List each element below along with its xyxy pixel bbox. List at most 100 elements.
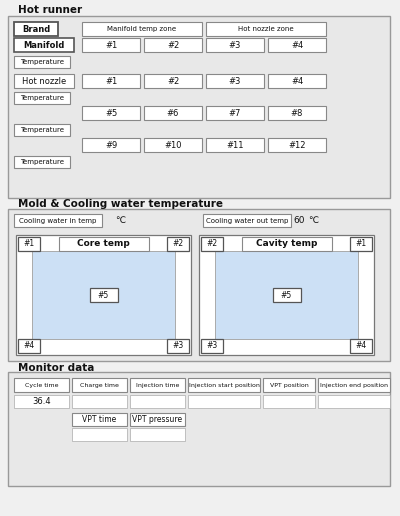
Bar (206, 38, 264, 52)
Text: #12: #12 (288, 140, 306, 150)
Text: VPT pressure: VPT pressure (132, 415, 182, 424)
Bar (72, 413, 127, 426)
Bar (72, 428, 127, 441)
Bar (199, 235, 374, 355)
Bar (263, 378, 315, 392)
Bar (268, 138, 326, 152)
Text: #4: #4 (291, 76, 303, 86)
Bar (14, 378, 69, 392)
Text: #2: #2 (172, 239, 184, 249)
Text: #5: #5 (281, 291, 292, 299)
Text: Cycle time: Cycle time (25, 382, 58, 388)
Text: #5: #5 (105, 108, 117, 118)
Text: #2: #2 (167, 76, 179, 86)
Text: Manifold temp zone: Manifold temp zone (108, 26, 176, 32)
Text: Hot nozzle zone: Hot nozzle zone (238, 26, 294, 32)
Bar (14, 22, 58, 36)
Bar (18, 237, 40, 251)
Bar (14, 74, 74, 88)
Bar (188, 378, 260, 392)
Text: Temperature: Temperature (20, 95, 64, 101)
Text: Hot nozzle: Hot nozzle (22, 76, 66, 86)
Bar (14, 56, 70, 68)
Text: #9: #9 (105, 140, 117, 150)
Text: Hot runner: Hot runner (18, 5, 82, 15)
Bar (14, 124, 70, 136)
Bar (350, 237, 372, 251)
Text: #1: #1 (24, 239, 34, 249)
Bar (318, 395, 390, 408)
Bar (82, 106, 140, 120)
Bar (32, 251, 175, 339)
Text: Brand: Brand (22, 24, 50, 34)
Text: Cavity temp: Cavity temp (256, 239, 317, 249)
Text: #1: #1 (105, 76, 117, 86)
Text: Cooling water out temp: Cooling water out temp (206, 218, 288, 223)
Text: VPT time: VPT time (82, 415, 117, 424)
Text: Cooling water in temp: Cooling water in temp (19, 218, 97, 223)
Text: #1: #1 (105, 40, 117, 50)
Bar (268, 38, 326, 52)
Bar (58, 237, 148, 251)
Bar (82, 38, 140, 52)
Bar (144, 74, 202, 88)
Text: 60: 60 (293, 216, 305, 225)
Text: VPT position: VPT position (270, 382, 308, 388)
Bar (206, 138, 264, 152)
Text: ℃: ℃ (115, 216, 125, 225)
Text: #2: #2 (206, 239, 218, 249)
Text: #7: #7 (229, 108, 241, 118)
Bar (201, 237, 223, 251)
Text: #2: #2 (167, 40, 179, 50)
Text: Core temp: Core temp (77, 239, 130, 249)
Bar (206, 22, 326, 36)
Text: Injection end position: Injection end position (320, 382, 388, 388)
Text: Temperature: Temperature (20, 127, 64, 133)
Bar (272, 288, 300, 302)
Bar (8, 372, 390, 486)
Text: Charge time: Charge time (80, 382, 119, 388)
Bar (350, 339, 372, 353)
Bar (144, 106, 202, 120)
Text: Mold & Cooling water temperature: Mold & Cooling water temperature (18, 199, 223, 209)
Bar (203, 214, 291, 227)
Text: Temperature: Temperature (20, 159, 64, 165)
Bar (82, 138, 140, 152)
Text: #1: #1 (356, 239, 366, 249)
Bar (130, 378, 185, 392)
Text: Injection time: Injection time (136, 382, 179, 388)
Bar (215, 251, 358, 339)
Bar (263, 395, 315, 408)
Bar (16, 235, 191, 355)
Bar (72, 395, 127, 408)
Text: Injection start position: Injection start position (188, 382, 260, 388)
Bar (8, 16, 390, 198)
Text: #8: #8 (291, 108, 303, 118)
Bar (14, 395, 69, 408)
Text: #4: #4 (291, 40, 303, 50)
Bar (268, 106, 326, 120)
Bar (318, 378, 390, 392)
Bar (130, 428, 185, 441)
Bar (130, 395, 185, 408)
Text: ℃: ℃ (308, 216, 318, 225)
Bar (82, 22, 202, 36)
Bar (14, 92, 70, 104)
Text: Monitor data: Monitor data (18, 363, 94, 373)
Bar (8, 209, 390, 361)
Bar (242, 237, 332, 251)
Bar (206, 74, 264, 88)
Text: #4: #4 (23, 342, 35, 350)
Bar (130, 413, 185, 426)
Text: Temperature: Temperature (20, 59, 64, 65)
Bar (167, 237, 189, 251)
Bar (167, 339, 189, 353)
Bar (188, 395, 260, 408)
Bar (82, 74, 140, 88)
Text: #3: #3 (229, 40, 241, 50)
Text: #3: #3 (206, 342, 218, 350)
Bar (14, 156, 70, 168)
Bar (268, 74, 326, 88)
Bar (14, 38, 74, 52)
Bar (201, 339, 223, 353)
